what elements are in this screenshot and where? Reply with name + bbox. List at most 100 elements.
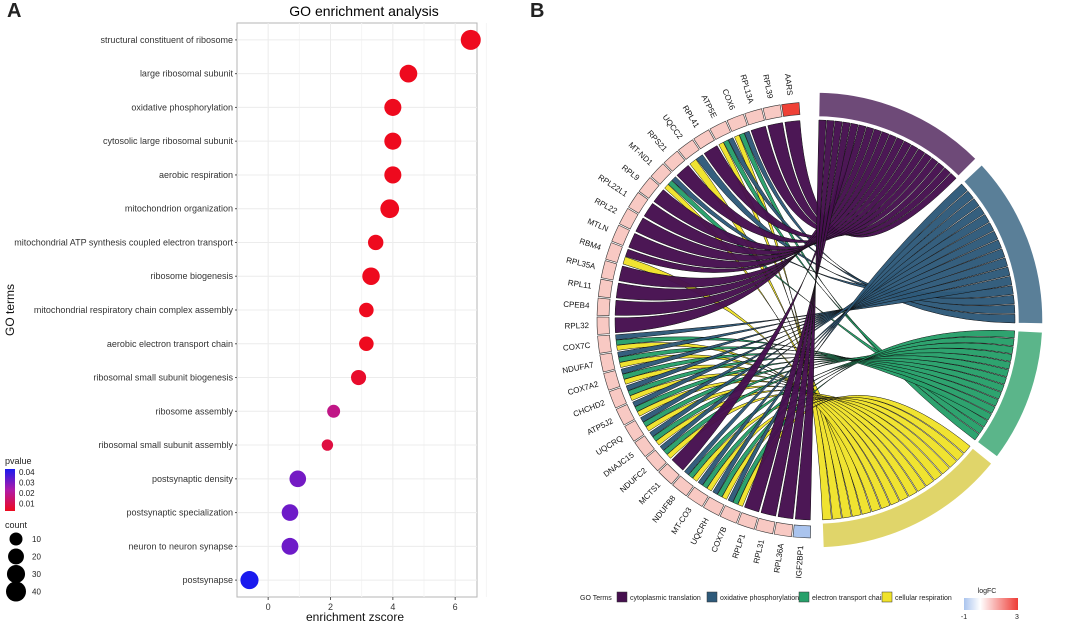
go-terms-legend-title: GO Terms: [580, 595, 612, 602]
chord-ribbon: [614, 126, 875, 316]
data-point: [327, 404, 341, 418]
logfc-cell: [603, 370, 621, 391]
chord-ribbon: [653, 148, 926, 251]
gene-label: ATP5E: [699, 93, 718, 119]
chord-ribbon: [723, 139, 984, 434]
gene-label: RPL22: [593, 196, 619, 216]
chord-ribbon: [695, 154, 1015, 306]
gene-label: CPEB4: [563, 300, 590, 311]
data-point: [368, 234, 384, 251]
term-label: mitochondrial respiratory chain complex …: [34, 305, 234, 315]
chord-ribbon: [615, 276, 1013, 341]
chord-ribbon: [618, 131, 890, 288]
logfc-cell: [650, 163, 672, 185]
term-label: oxidative phosphorylation: [131, 102, 233, 112]
logfc-cell: [615, 404, 635, 426]
pvalue-colorbar: [5, 469, 15, 511]
chord-ribbon: [777, 120, 835, 520]
logfc-cell: [645, 449, 667, 472]
term-label: ribosomal small subunit biogenesis: [93, 373, 233, 383]
data-point: [281, 537, 299, 555]
x-tick-label: 2: [328, 602, 333, 612]
go-dot-plot: structural constituent of ribosome large …: [3, 3, 487, 624]
data-point: [289, 470, 307, 488]
chord-ribbon: [642, 357, 1007, 427]
logfc-cell: [605, 242, 623, 263]
gene-label: RPL11: [567, 278, 592, 291]
logfc-cell: [744, 108, 765, 126]
logfc-min-label: -1: [961, 614, 967, 621]
gene-label: RPL31: [752, 538, 767, 564]
gene-label: DNAJC15: [602, 450, 636, 479]
term-label: aerobic electron transport chain: [107, 339, 233, 349]
logfc-cell: [737, 512, 758, 530]
data-point: [359, 302, 374, 318]
gene-label: RPL35A: [565, 256, 597, 272]
chart-title: GO enrichment analysis: [289, 3, 438, 19]
logfc-cell: [677, 139, 700, 160]
logfc-max-label: 3: [1015, 614, 1019, 621]
term-label: aerobic respiration: [159, 170, 233, 180]
chord-ribbon: [739, 132, 980, 441]
chord-ribbon: [744, 130, 1016, 324]
logfc-cell: [672, 475, 694, 497]
term-label: ribosomal small subunit assembly: [98, 440, 233, 450]
logfc-cell: [596, 316, 610, 335]
logfc-cell: [611, 224, 630, 246]
term-label: postsynaptic density: [152, 474, 234, 484]
logfc-cell: [618, 207, 639, 230]
term-sector: [976, 329, 1044, 459]
pvalue-legend-label: 0.02: [19, 489, 35, 498]
gene-label: CHCHD2: [572, 398, 607, 419]
logfc-cell: [624, 420, 645, 442]
count-legend-dot: [8, 548, 24, 565]
term-label: mitochondrial ATP synthesis coupled elec…: [14, 237, 233, 247]
logfc-cell: [773, 522, 794, 538]
chord-ribbon: [640, 230, 999, 423]
logfc-cell: [634, 435, 655, 458]
gene-label: MCTS1: [637, 480, 663, 506]
logfc-cell: [597, 278, 613, 299]
logfc-cell: [599, 352, 616, 373]
logfc-cell: [709, 120, 731, 140]
chord-diagram: AARSRPL39RPL13ACOX6ATP5ERPL41UQCC2RPS21M…: [562, 73, 1044, 621]
gene-label: IGF2BP1: [794, 545, 805, 579]
chord-ribbon: [671, 122, 859, 471]
data-point: [384, 98, 402, 116]
count-legend-title: count: [5, 520, 28, 530]
gene-label: RPL36A: [772, 542, 785, 573]
chord-ribbon: [625, 134, 897, 273]
term-sector: [817, 91, 978, 178]
logfc-cell: [762, 104, 783, 121]
gene-label: COX7B: [710, 525, 729, 553]
gene-label: COX7A2: [567, 379, 600, 397]
gene-label: UQCRQ: [594, 434, 624, 457]
data-point: [240, 571, 259, 590]
logfc-cell: [702, 496, 725, 517]
term-label: large ribosomal subunit: [140, 69, 234, 79]
gene-label: COX6: [720, 88, 737, 112]
term-label: neuron to neuron synapse: [128, 541, 233, 551]
term-label: postsynapse: [182, 575, 233, 585]
chord-ribbon: [615, 128, 882, 301]
go-term-legend-label: oxidative phosphorylation: [720, 595, 799, 602]
chord-ribbon: [632, 239, 1002, 408]
count-legend-label: 40: [32, 588, 41, 597]
term-label: structural constituent of ribosome: [100, 35, 233, 45]
term-label: postsynaptic specialization: [126, 508, 233, 518]
count-legend-dot: [6, 581, 26, 602]
gene-label: RPL9: [620, 163, 642, 183]
gene-label: MT-CO3: [669, 505, 693, 536]
panel-a-letter: A: [7, 0, 22, 22]
data-point: [460, 29, 481, 50]
logfc-cell: [687, 486, 709, 507]
gene-label: RPL32: [564, 321, 589, 331]
gene-label: RPLP1: [731, 532, 748, 559]
gene-label: MT-ND1: [627, 140, 655, 167]
chord-ribbon: [649, 222, 995, 438]
term-label: cytosolic large ribosomal subunit: [103, 136, 234, 146]
pvalue-legend-label: 0.04: [19, 468, 35, 477]
go-term-swatch: [881, 591, 893, 603]
logfc-cell: [726, 113, 748, 132]
go-term-legend-label: cytoplasmic translation: [630, 595, 701, 602]
